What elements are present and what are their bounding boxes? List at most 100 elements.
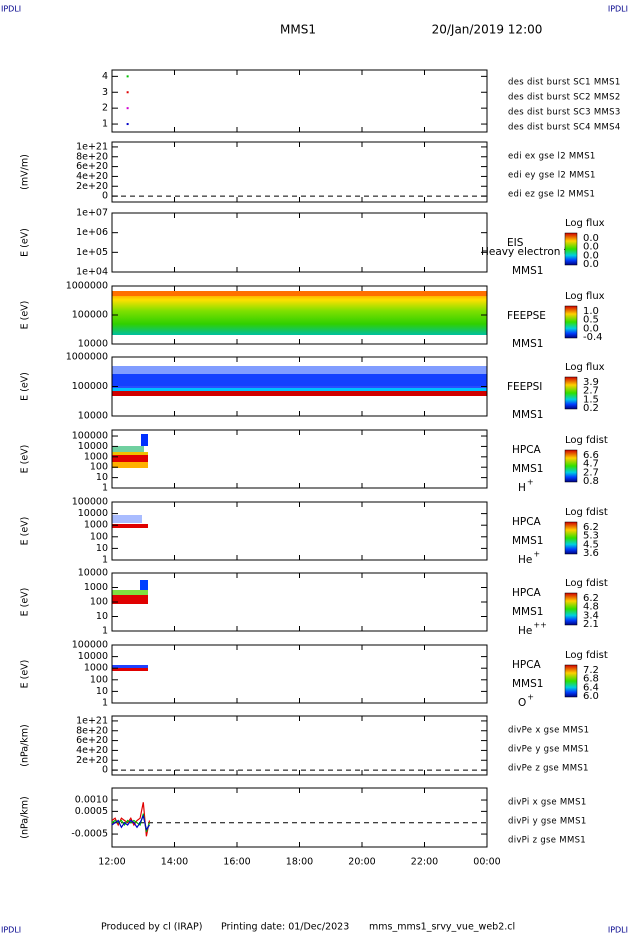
- spectrogram-cells: [141, 434, 148, 446]
- spectrogram-cells: [112, 388, 487, 391]
- legend-entry: divPi y gse MMS1: [508, 817, 587, 827]
- plot-date: 20/Jan/2019 12:00: [432, 23, 543, 37]
- colorbar-tick-label: 0.0: [583, 259, 599, 270]
- x-tick-label: 16:00: [223, 857, 250, 868]
- legend-entry: edi ey gse l2 MMS1: [508, 171, 596, 181]
- y-axis-label: E (eV): [20, 372, 31, 401]
- corner-label: IPDLI: [1, 5, 21, 14]
- species-charge: +: [527, 478, 534, 487]
- corner-label: IPDLI: [608, 926, 628, 934]
- panel: 1000000 100000 10000 E (eV) FEEPSE MMS1 Log fl…: [20, 281, 605, 351]
- spectrogram-cells: [112, 291, 487, 335]
- colorbar-tick-label: 1.5: [583, 394, 599, 405]
- y-tick-label: 4e+20: [76, 171, 108, 182]
- colorbar-tick-label: 1.0: [583, 306, 599, 317]
- y-tick-label: 10: [96, 543, 108, 554]
- spectrogram-cells: [112, 391, 487, 396]
- colorbar: [564, 376, 578, 410]
- y-tick-label: 1: [102, 626, 108, 637]
- instrument-label: HPCA: [512, 516, 542, 528]
- colorbar-tick-label: 4.7: [583, 459, 599, 470]
- colorbar-tick-label: 6.6: [583, 450, 599, 461]
- footer-date: Printing date: 01/Dec/2023: [221, 922, 349, 933]
- y-tick-label: 1: [102, 483, 108, 494]
- x-tick-label: 12:00: [98, 857, 125, 868]
- point: [126, 91, 129, 94]
- y-tick-label: 100000: [72, 310, 108, 321]
- y-tick-label: 1e+05: [76, 247, 108, 258]
- panel-frame: [111, 141, 488, 203]
- colorbar-tick-label: 6.2: [583, 593, 599, 604]
- legend-entry: edi ex gse l2 MMS1: [508, 152, 596, 162]
- y-tick-label: 1000: [84, 520, 108, 531]
- colorbar-tick-label: 0.0: [583, 242, 599, 253]
- corner-label: IPDLI: [1, 926, 21, 934]
- y-tick-label: 4: [102, 71, 108, 82]
- spacecraft-label: MMS1: [512, 678, 543, 690]
- spacecraft-label: MMS1: [512, 265, 543, 277]
- colorbar-tick-label: 6.2: [583, 522, 599, 533]
- spacecraft-label: MMS1: [512, 338, 543, 350]
- panel-frame: [111, 212, 488, 273]
- spacecraft-label: MMS1: [512, 606, 543, 618]
- species-charge: +: [527, 693, 534, 702]
- spectrogram-cells: [112, 374, 487, 388]
- y-tick-label: 10: [96, 686, 108, 697]
- spectrogram-cells: [140, 580, 148, 590]
- instrument-label: HPCA: [512, 444, 542, 456]
- y-tick-label: 1: [102, 698, 108, 709]
- colorbar: [564, 305, 578, 339]
- y-tick-label: 1: [102, 555, 108, 566]
- y-tick-label: 100000: [72, 381, 108, 392]
- panel-frame: [111, 715, 488, 776]
- y-axis-label: (nPa/km): [20, 796, 31, 839]
- y-tick-label: 10: [96, 472, 108, 483]
- legend-entry: divPi x gse MMS1: [508, 798, 587, 808]
- y-tick-label: 6e+20: [76, 161, 108, 172]
- y-tick-label: 1000000: [66, 352, 108, 363]
- legend-entry: divPe y gse MMS1: [508, 745, 589, 755]
- spacecraft-label: MMS1: [512, 463, 543, 475]
- species-label: He: [518, 625, 532, 637]
- y-tick-label: 2e+20: [76, 755, 108, 766]
- y-tick-label: 1000: [84, 451, 108, 462]
- colorbar-tick-label: 5.3: [583, 531, 599, 542]
- y-tick-label: 100000: [72, 497, 108, 508]
- legend-entry: des dist burst SC3 MMS3: [508, 108, 621, 118]
- point: [126, 123, 129, 126]
- y-tick-label: 0: [102, 191, 108, 202]
- species-label: H: [518, 482, 526, 494]
- colorbar-tick-label: 7.2: [583, 665, 599, 676]
- legend-entry: des dist burst SC2 MMS2: [508, 93, 621, 103]
- y-tick-label: 1000: [84, 663, 108, 674]
- y-tick-label: 6e+20: [76, 735, 108, 746]
- spacecraft-label: MMS1: [512, 535, 543, 547]
- y-axis-label: E (eV): [20, 660, 31, 689]
- colorbar-tick-label: 6.8: [583, 674, 599, 685]
- colorbar-tick-label: 2.7: [583, 467, 599, 478]
- colorbar-title: Log flux: [565, 218, 605, 229]
- y-tick-label: 1000: [84, 582, 108, 593]
- species-label: He: [518, 554, 532, 566]
- spectrogram-cells: [112, 524, 148, 528]
- series-line: [111, 802, 151, 837]
- x-tick-label: 22:00: [411, 857, 438, 868]
- y-tick-label: 10: [96, 611, 108, 622]
- panel-frame: [111, 69, 488, 133]
- species-charge: +: [533, 550, 540, 559]
- colorbar-tick-label: 3.4: [583, 610, 599, 621]
- colorbar-tick-label: 6.0: [583, 691, 599, 702]
- legend-entry: edi ez gse l2 MMS1: [508, 190, 595, 200]
- x-tick-label: 14:00: [161, 857, 188, 868]
- colorbar-tick-label: 0.8: [583, 476, 599, 487]
- y-tick-label: 10000: [78, 339, 108, 350]
- spectrogram-cells: [112, 291, 487, 296]
- y-tick-label: 1e+06: [76, 227, 108, 238]
- colorbar-tick-label: 3.6: [583, 548, 599, 559]
- y-tick-label: 1: [102, 119, 108, 130]
- series-line: [111, 813, 151, 832]
- y-tick-label: 10000: [78, 568, 108, 579]
- legend-entry: divPe z gse MMS1: [508, 764, 589, 774]
